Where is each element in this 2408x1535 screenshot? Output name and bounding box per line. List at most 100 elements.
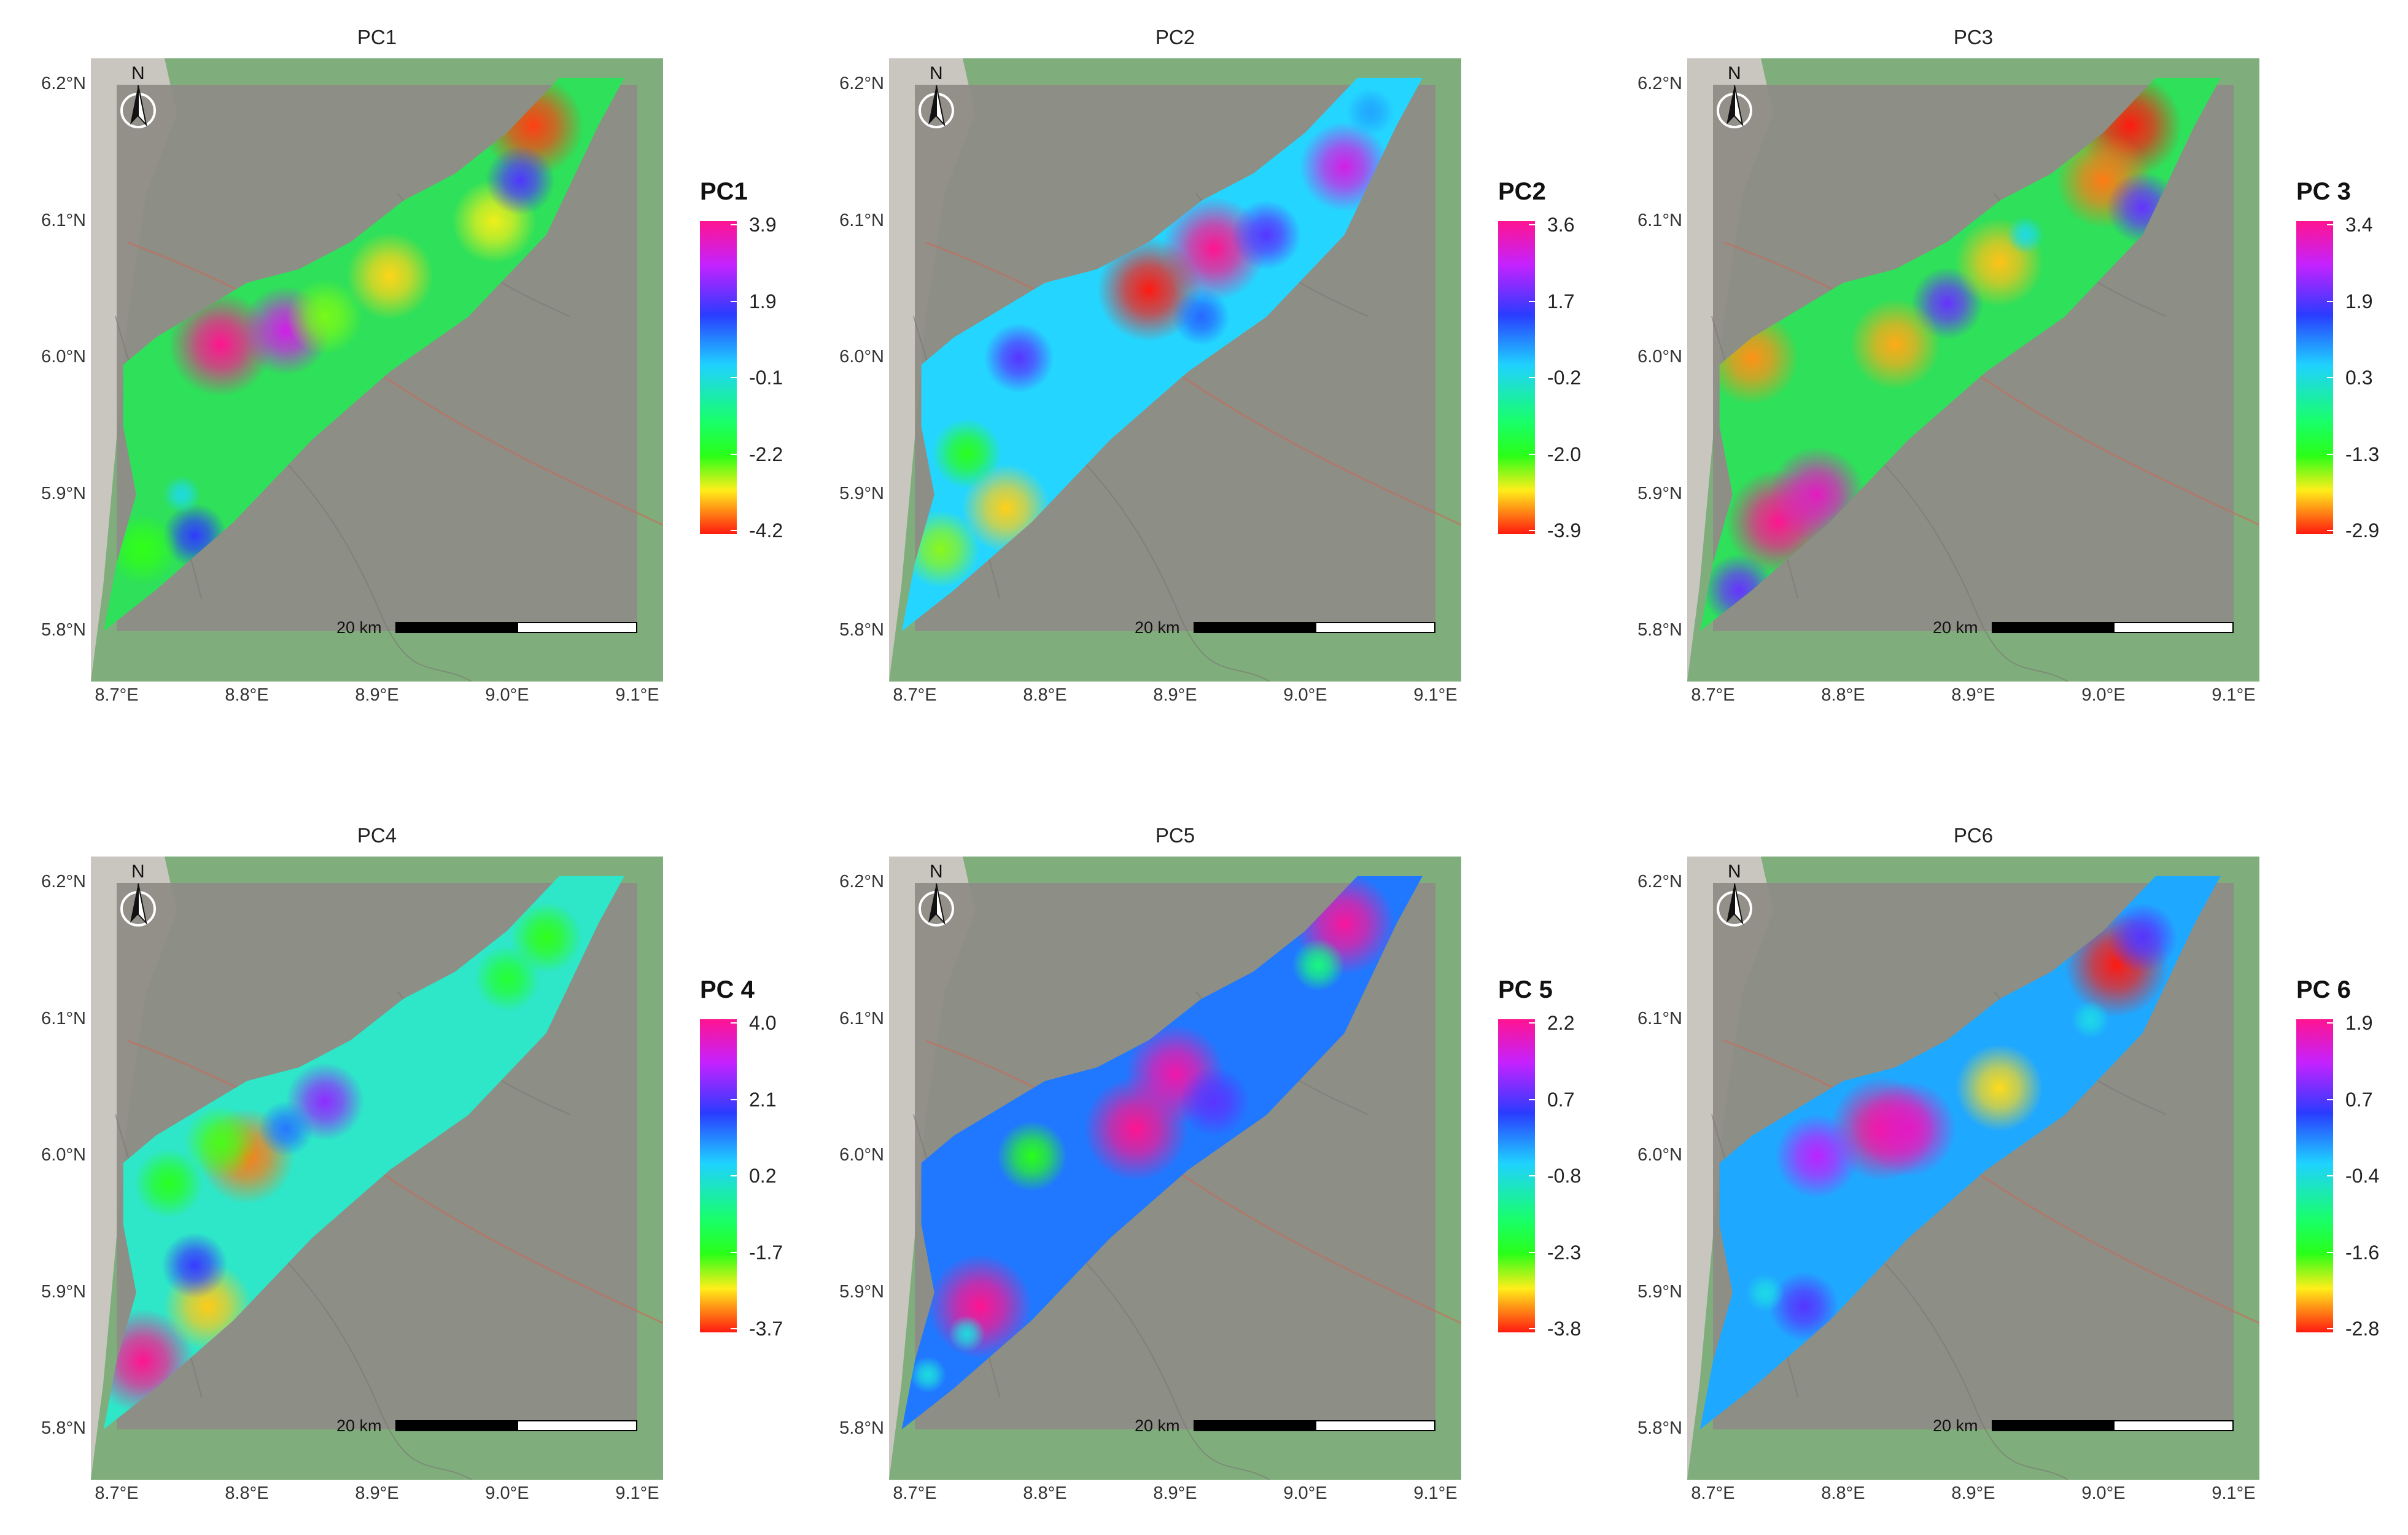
road-line — [1871, 451, 2068, 682]
longitude-label: 8.7°E — [893, 1483, 937, 1503]
legend-tick-label: 3.4 — [2345, 214, 2373, 236]
legend-tick-label: -0.2 — [1547, 367, 1582, 389]
panel-title: PC1 — [357, 26, 397, 49]
latitude-label: 6.2°N — [1637, 872, 1682, 892]
latitude-label: 5.8°N — [41, 1418, 86, 1438]
latitude-label: 5.9°N — [41, 1281, 86, 1302]
longitude-label: 9.1°E — [1413, 1483, 1458, 1503]
latitude-label: 5.8°N — [839, 620, 884, 640]
scale-bar-white — [1315, 1420, 1435, 1431]
latitude-label: 5.8°N — [839, 1418, 884, 1438]
legend-tick-mark — [731, 377, 737, 378]
latitude-label: 5.9°N — [1637, 483, 1682, 503]
hotspot-marker — [1849, 298, 1941, 391]
hotspot-marker — [1172, 288, 1230, 346]
longitude-label: 8.8°E — [225, 1483, 269, 1503]
legend-tick-label: -2.3 — [1547, 1241, 1582, 1264]
legend-title: PC1 — [700, 178, 748, 205]
latitude-label: 6.0°N — [1637, 347, 1682, 367]
legend-tick-mark — [2327, 530, 2333, 531]
longitude-label: 8.9°E — [355, 1483, 399, 1503]
panel-title: PC4 — [357, 824, 397, 847]
basemap: N 20 km — [1687, 58, 2259, 682]
basemap: N 20 km — [889, 857, 1461, 1480]
hotspot-marker — [346, 232, 434, 320]
latitude-label: 5.9°N — [1637, 1281, 1682, 1302]
longitude-label: 8.8°E — [225, 685, 269, 705]
scale-bar-black — [395, 622, 518, 633]
latitude-label: 6.2°N — [1637, 74, 1682, 93]
latitude-label: 5.8°N — [41, 620, 86, 640]
legend-tick-label: 1.7 — [1547, 290, 1575, 313]
legend-tick-label: -1.3 — [2345, 443, 2380, 465]
latitude-label: 6.2°N — [839, 74, 884, 93]
scale-bar-black — [1992, 1420, 2115, 1431]
legend-tick-label: 1.9 — [749, 290, 777, 313]
legend-tick-label: -2.9 — [2345, 519, 2380, 542]
hotspot-marker — [2071, 1000, 2110, 1039]
latitude-label: 6.2°N — [839, 872, 884, 892]
basemap-land — [91, 857, 177, 1480]
legend-tick-mark — [731, 1098, 737, 1100]
latitude-label: 6.1°N — [41, 1008, 86, 1028]
legend-title: PC 6 — [2296, 976, 2351, 1003]
latitude-label: 6.0°N — [839, 1145, 884, 1165]
legend-tick-label: -3.7 — [749, 1318, 783, 1340]
scale-bar-black — [395, 1420, 518, 1431]
scale-bar-black — [1194, 1420, 1316, 1431]
longitude-label: 8.9°E — [355, 685, 399, 705]
legend-tick-mark — [2327, 377, 2333, 378]
hotspot-marker — [184, 1106, 257, 1179]
hotspot-marker — [1231, 200, 1302, 270]
color-legend: PC 6 1.9 0.7 -0.4 -1.6 -2.8 — [2296, 976, 2394, 1345]
north-label: N — [930, 861, 943, 882]
latitude-label: 6.2°N — [41, 74, 86, 93]
hotspot-marker — [2006, 216, 2045, 254]
hotspot-marker — [510, 902, 582, 973]
legend-tick-label: -0.1 — [749, 367, 783, 389]
basemap-land — [1687, 58, 1773, 682]
color-legend: PC 5 2.2 0.7 -0.8 -2.3 -3.8 — [1498, 976, 1596, 1345]
legend-tick-mark — [1529, 224, 1535, 225]
legend-tick-label: -0.8 — [1547, 1165, 1582, 1187]
longitude-label: 8.7°E — [1691, 685, 1735, 705]
hotspot-marker — [1775, 1114, 1860, 1199]
legend-tick-label: 0.2 — [749, 1165, 777, 1187]
hotspot-marker — [287, 279, 363, 356]
longitude-label: 8.7°E — [1691, 1483, 1735, 1503]
basemap: N 20 km — [1687, 857, 2259, 1480]
scale-bar-white — [2113, 1420, 2234, 1431]
legend-tick-mark — [731, 1022, 737, 1024]
legend-tick-mark — [1529, 1251, 1535, 1253]
latitude-label: 5.8°N — [1637, 1418, 1682, 1438]
hotspot-marker — [1860, 1081, 1956, 1177]
longitude-label: 8.8°E — [1821, 685, 1865, 705]
longitude-label: 8.8°E — [1023, 1483, 1067, 1503]
road-line — [1723, 241, 2259, 526]
color-legend: PC 4 4.0 2.1 0.2 -1.7 -3.7 — [700, 976, 798, 1345]
hotspot-marker — [1346, 88, 1395, 136]
legend-tick-label: 1.9 — [2345, 1012, 2373, 1034]
scale-bar-black — [1992, 622, 2115, 633]
road-line — [274, 1249, 472, 1480]
road-line — [1073, 451, 1270, 682]
legend-tick-mark — [731, 530, 737, 531]
longitude-label: 9.0°E — [1283, 1483, 1327, 1503]
scale-bar-white — [517, 1420, 637, 1431]
latitude-label: 6.1°N — [41, 210, 86, 230]
scale-bar-white — [2113, 622, 2234, 633]
color-legend: PC 3 3.4 1.9 0.3 -1.3 -2.9 — [2296, 178, 2394, 546]
legend-tick-mark — [731, 453, 737, 455]
hotspot-marker — [1746, 1273, 1784, 1312]
color-legend: PC1 3.9 1.9 -0.1 -2.2 -4.2 — [700, 178, 798, 546]
longitude-label: 9.0°E — [1283, 685, 1327, 705]
color-legend: PC2 3.6 1.7 -0.2 -2.0 -3.9 — [1498, 178, 1596, 546]
legend-tick-mark — [1529, 377, 1535, 378]
legend-tick-label: -1.6 — [2345, 1241, 2380, 1264]
hotspot-marker — [909, 1356, 947, 1393]
panel-title: PC5 — [1155, 824, 1195, 847]
longitude-label: 8.9°E — [1153, 1483, 1197, 1503]
map-canvas — [91, 857, 663, 1480]
hotspot-marker — [485, 146, 555, 216]
